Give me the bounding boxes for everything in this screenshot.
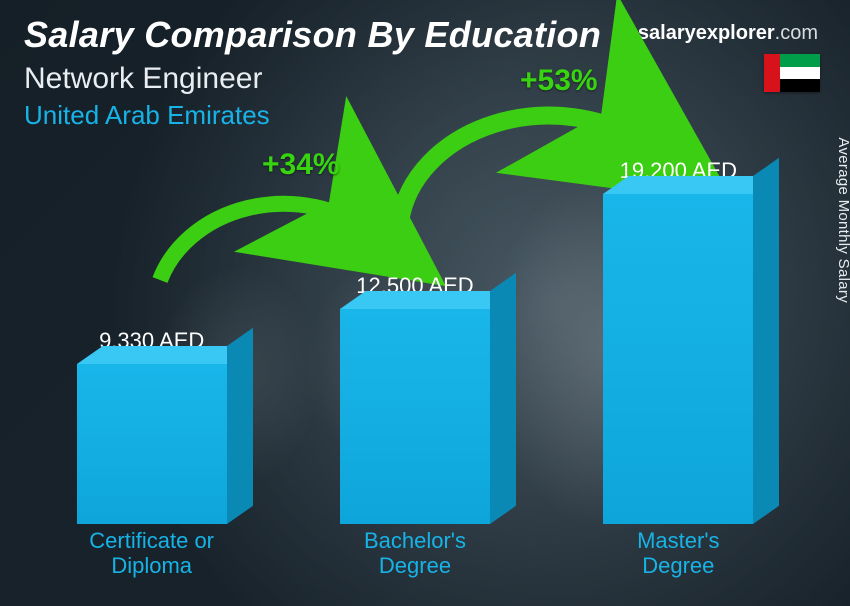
bar-wrap-2: 19,200 AED: [567, 158, 790, 524]
bar-wrap-0: 9,330 AED: [40, 328, 263, 524]
watermark: salaryexplorer.com: [638, 22, 818, 45]
subtitle: Network Engineer: [24, 62, 826, 96]
y-axis-label: Average Monthly Salary: [836, 137, 850, 303]
xlabel-0: Certificate or Diploma: [40, 528, 263, 588]
bar-wrap-1: 12,500 AED: [303, 273, 526, 524]
watermark-suffix: .com: [775, 22, 818, 44]
bar-0: [77, 364, 227, 524]
location: United Arab Emirates: [24, 100, 826, 131]
bar-1: [340, 309, 490, 524]
xlabel-1: Bachelor's Degree: [303, 528, 526, 588]
bar-2: [603, 194, 753, 524]
increase-pct-1: +53%: [520, 64, 598, 98]
watermark-brand: salaryexplorer: [638, 22, 775, 44]
flag-hoist: [764, 54, 780, 92]
xlabel-2: Master's Degree: [567, 528, 790, 588]
bars-container: 9,330 AED 12,500 AED 19,200 AED: [40, 150, 790, 524]
flag-stripes: [780, 54, 820, 92]
chart-area: +34% +53% 9,330 AED 12,500 AED 19,200 AE…: [40, 150, 790, 588]
flag-uae: [764, 54, 820, 92]
x-labels: Certificate or Diploma Bachelor's Degree…: [40, 528, 790, 588]
